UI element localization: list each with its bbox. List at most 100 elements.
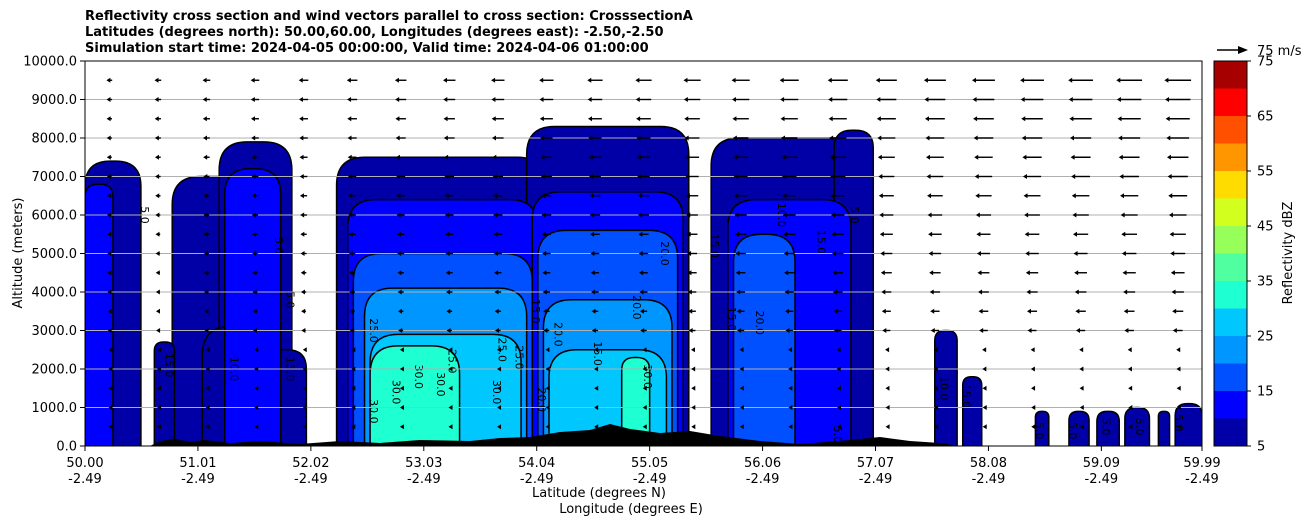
wind-vector <box>107 328 112 333</box>
wind-vector <box>1069 135 1092 141</box>
wind-vector <box>590 251 600 256</box>
x-tick-label-latitude: 55.05 <box>631 456 668 471</box>
wind-vector <box>785 308 794 314</box>
x-tick-label-longitude: -2.49 <box>68 472 102 487</box>
wind-vector <box>545 405 550 410</box>
wind-vector <box>1166 135 1190 141</box>
wind-vector <box>154 135 161 141</box>
wind-vector <box>252 251 258 256</box>
wind-vector <box>929 289 941 295</box>
wind-vector <box>495 328 501 333</box>
wind-vector <box>885 424 890 430</box>
reflectivity-cell <box>85 183 114 446</box>
wind-vector <box>588 135 602 141</box>
wind-vector <box>836 366 841 372</box>
wind-vector <box>830 174 846 179</box>
wind-vector <box>154 154 161 160</box>
wind-vector <box>251 116 259 122</box>
wind-vector <box>444 212 454 218</box>
wind-vector <box>399 366 404 372</box>
wind-vector <box>299 154 308 160</box>
wind-vector <box>347 97 358 102</box>
wind-vector <box>396 212 405 218</box>
wind-vector <box>837 405 842 410</box>
wind-vector <box>106 116 112 122</box>
wind-vector <box>394 77 407 83</box>
x-tick-label-longitude: -2.49 <box>1085 472 1119 487</box>
wind-vector <box>1128 424 1133 430</box>
wind-vector <box>1069 116 1092 122</box>
contour-label: 30.0 <box>367 399 380 424</box>
wind-vector <box>1072 212 1089 218</box>
contour-label: 30.0 <box>641 364 654 389</box>
wind-vector <box>639 270 648 276</box>
wind-vector <box>587 77 603 83</box>
wind-vector <box>832 270 844 276</box>
wind-vector <box>157 366 162 372</box>
wind-vector <box>1079 366 1084 372</box>
wind-vector <box>685 154 700 160</box>
wind-vector <box>494 289 502 295</box>
wind-vector <box>885 347 890 353</box>
wind-vector <box>732 116 749 122</box>
contour-label: 5.0 <box>1172 414 1185 432</box>
colorbar-swatch <box>1214 88 1247 116</box>
wind-vector <box>107 270 112 276</box>
wind-vector <box>203 193 210 199</box>
colorbar-swatch <box>1214 418 1247 446</box>
wind-vector <box>347 135 357 141</box>
wind-vector <box>446 328 452 333</box>
wind-vector <box>1116 77 1143 83</box>
wind-vector <box>783 231 796 237</box>
wind-vector <box>1164 77 1192 83</box>
wind-vector <box>982 366 987 372</box>
wind-vector <box>1120 193 1139 199</box>
wind-vector <box>685 174 699 179</box>
wind-vector <box>1121 251 1137 256</box>
contour-label: 5.0 <box>831 426 844 444</box>
wind-vector <box>448 347 453 353</box>
wind-vector <box>154 97 162 102</box>
wind-vector <box>637 193 650 199</box>
wind-vector <box>1074 270 1087 276</box>
wind-vector <box>836 347 841 353</box>
wind-vector <box>347 154 357 160</box>
wind-vector <box>591 328 599 333</box>
wind-vector <box>545 424 550 430</box>
colorbar: 75 65 55 45 35 25 15 5 <box>1213 55 1274 455</box>
wind-vector <box>1128 405 1133 410</box>
wind-vector <box>982 385 987 391</box>
wind-vector <box>975 212 992 218</box>
wind-vector <box>1075 328 1086 333</box>
wind-vector <box>1021 116 1043 122</box>
wind-vector <box>107 251 112 256</box>
wind-vector <box>739 347 744 353</box>
wind-vector <box>107 289 112 295</box>
colorbar-tick-label: 5 <box>1257 440 1265 455</box>
wind-vector <box>1020 77 1044 83</box>
wind-vector <box>251 174 259 179</box>
wind-vector <box>780 135 798 141</box>
wind-vector <box>684 116 700 122</box>
wind-vector <box>972 97 995 102</box>
wind-vector <box>731 97 750 102</box>
wind-vector <box>155 289 160 295</box>
wind-vector <box>157 347 162 353</box>
reflectivity-cell <box>1034 410 1050 446</box>
x-tick-label-longitude: -2.49 <box>633 472 667 487</box>
wind-vector <box>302 424 307 430</box>
wind-vector <box>635 77 652 83</box>
wind-vector <box>396 193 405 199</box>
wind-vector <box>351 385 356 391</box>
y-axis-label: Altitude (meters) <box>11 198 26 309</box>
wind-vector <box>736 308 745 314</box>
colorbar-frame <box>1213 60 1248 447</box>
wind-vector <box>975 193 992 199</box>
wind-vector <box>973 116 994 122</box>
wind-vector <box>638 212 649 218</box>
wind-vector <box>347 174 357 179</box>
wind-vector <box>300 212 307 218</box>
wind-vector <box>685 193 699 199</box>
wind-vector <box>397 308 404 314</box>
wind-vector <box>638 231 649 237</box>
